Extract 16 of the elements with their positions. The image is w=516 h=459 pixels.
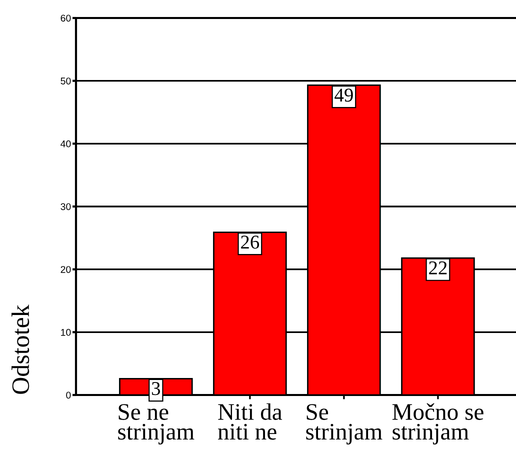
- x-tick-label: Se strinjam: [306, 404, 382, 445]
- x-tick-label: Niti da niti ne: [218, 403, 282, 440]
- y-tick-label: 40: [60, 140, 71, 148]
- x-tick-label: Močno se strinjam: [392, 403, 484, 445]
- data-label: 49: [334, 88, 353, 102]
- y-tick-label: 60: [60, 14, 71, 22]
- y-tick-label: 20: [60, 266, 71, 273]
- x-tick-label: Se ne strinjam: [118, 404, 194, 445]
- y-tick-label: 30: [60, 203, 71, 210]
- y-tick-label: 50: [60, 78, 71, 84]
- data-label: 26: [241, 236, 260, 249]
- y-axis-title: Odstotek: [12, 304, 30, 394]
- data-label: 3: [152, 382, 160, 396]
- y-tick-label: 0: [66, 392, 71, 399]
- y-tick-label: 10: [61, 328, 71, 336]
- data-label: 22: [429, 261, 447, 274]
